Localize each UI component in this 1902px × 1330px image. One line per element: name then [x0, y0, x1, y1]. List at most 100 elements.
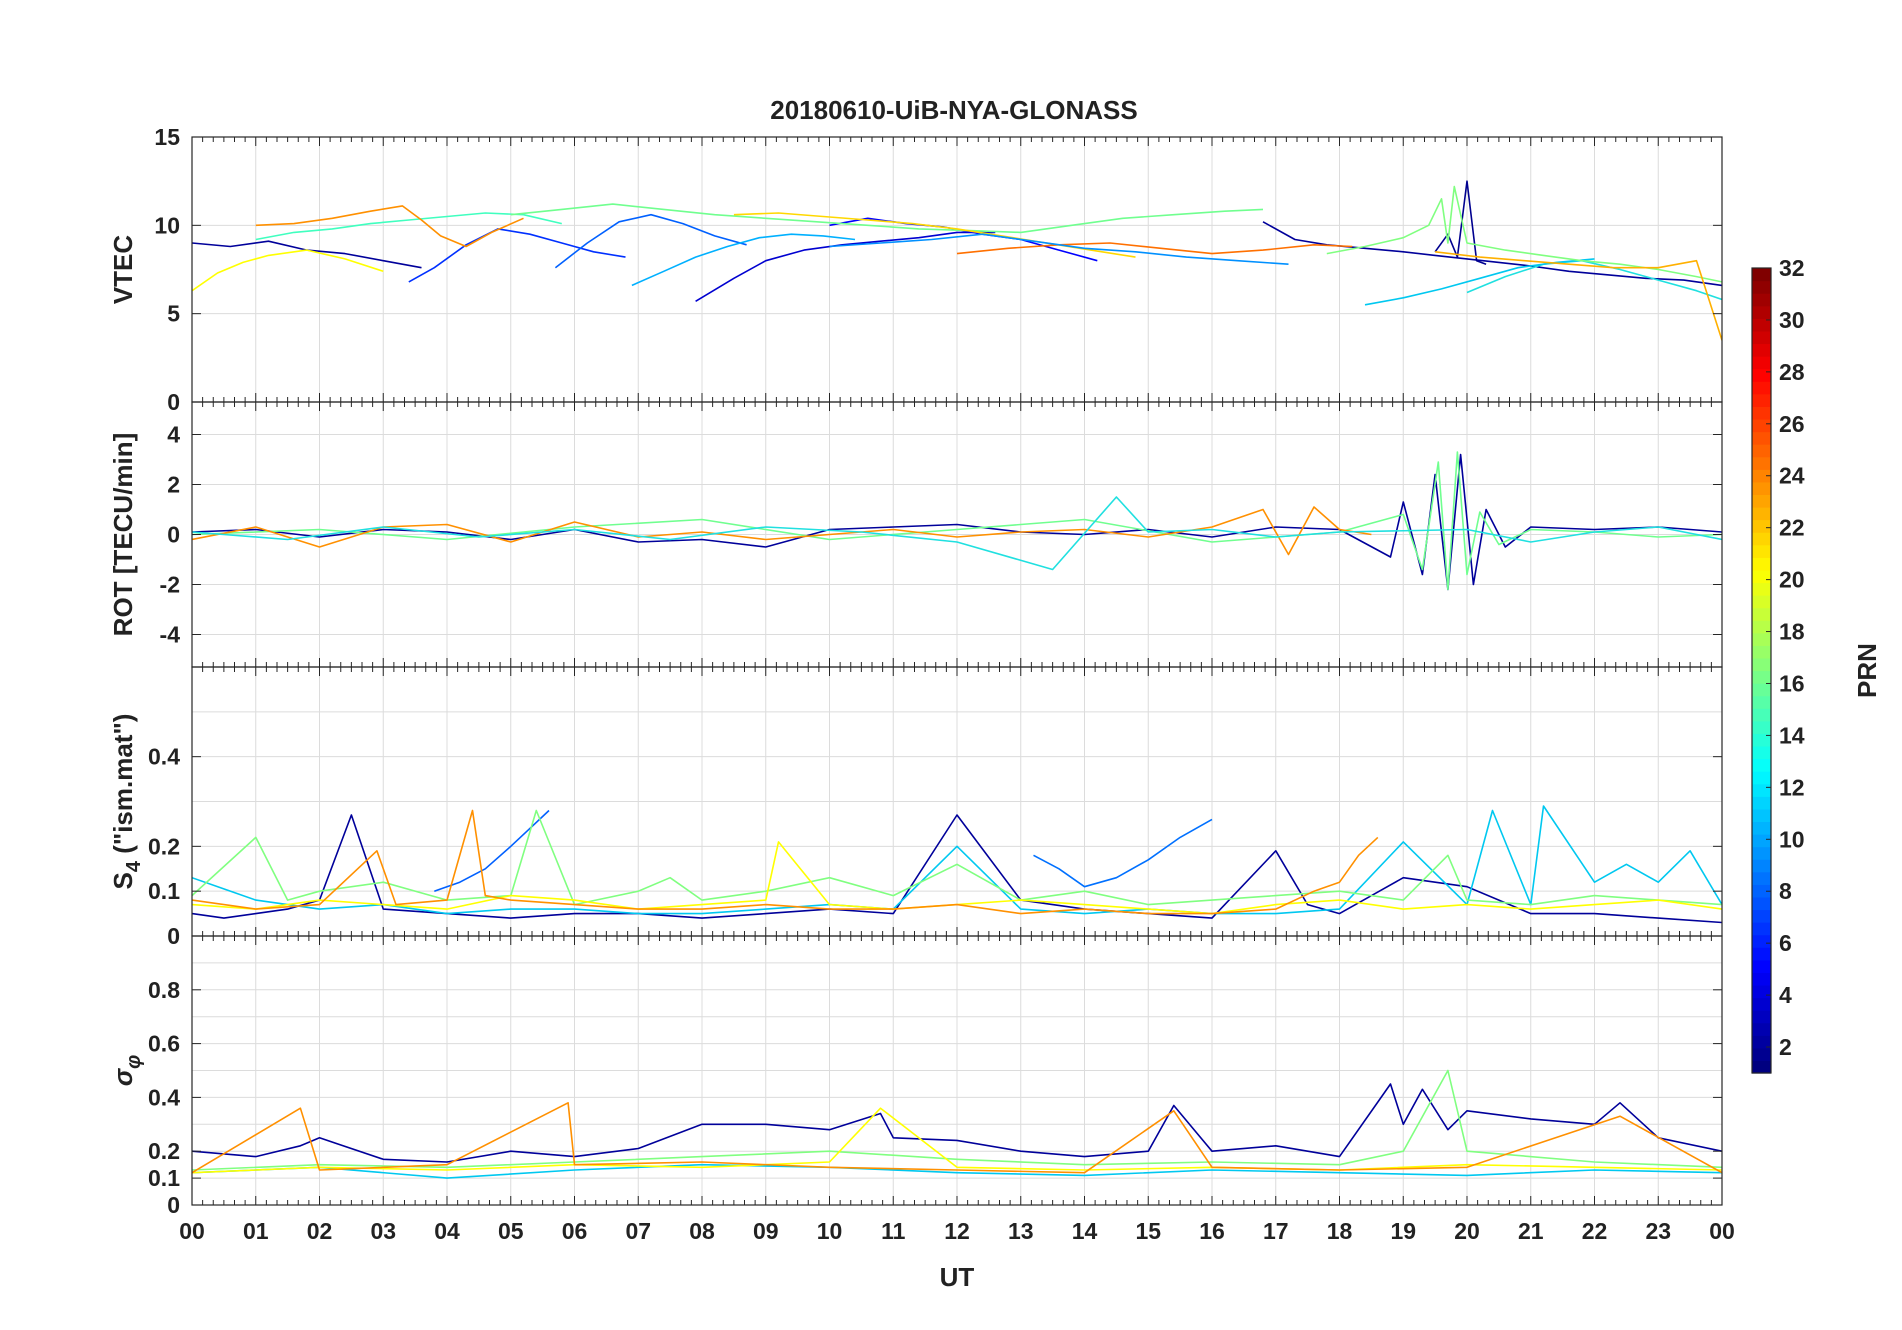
- colorbar-tick-label: 8: [1779, 878, 1792, 904]
- series-line-prn-23: [255, 205, 524, 248]
- panel-sigma_phi: 00.10.2 0.4 0.6 0.8 σφ: [108, 935, 1723, 1218]
- colorbar-segment: [1752, 557, 1771, 571]
- colorbar-segment: [1752, 997, 1771, 1011]
- panel-rot: -4 -2 0 2 4 ROT [TECU/min]: [108, 401, 1723, 668]
- colorbar-segment: [1752, 582, 1771, 596]
- x-tick-label: 06: [562, 1218, 588, 1244]
- series-line-prn-14: [255, 212, 562, 241]
- series-line-prn-12: [192, 496, 1722, 571]
- colorbar-tick-label: 12: [1779, 774, 1805, 800]
- colorbar-segment: [1752, 381, 1771, 395]
- x-tick-label: 15: [1135, 1218, 1161, 1244]
- x-tick-label: 00: [1709, 1218, 1735, 1244]
- series-line-prn-7: [434, 809, 550, 892]
- colorbar-tick-label: 28: [1779, 359, 1805, 385]
- colorbar-segment: [1752, 771, 1771, 785]
- series-line-prn-2: [192, 240, 422, 269]
- series-line-prn-2: [192, 814, 1722, 924]
- colorbar-segment: [1752, 368, 1771, 382]
- colorbar-segment: [1752, 393, 1771, 407]
- series-line-prn-12: [1466, 259, 1722, 301]
- colorbar-segment: [1752, 519, 1771, 533]
- series-line-prn-11: [192, 1163, 1722, 1179]
- y-tick-label: 0.1: [148, 878, 180, 904]
- y-tick-label: -4: [160, 622, 181, 648]
- colorbar-segment: [1752, 657, 1771, 672]
- x-tick-label: 03: [370, 1218, 396, 1244]
- colorbar-tick-label: 16: [1779, 670, 1805, 696]
- x-tick-label: 02: [307, 1218, 333, 1244]
- colorbar-segment: [1752, 683, 1771, 697]
- colorbar-segment: [1752, 356, 1771, 370]
- series-line-prn-7: [554, 213, 747, 269]
- colorbar-segment: [1752, 720, 1771, 734]
- series-line-prn-16: [192, 451, 1722, 591]
- series-line-prn-2: [192, 1083, 1722, 1163]
- x-tick-label: 19: [1390, 1218, 1416, 1244]
- colorbar-segment: [1752, 796, 1771, 810]
- colorbar-tick-label: 4: [1779, 982, 1792, 1008]
- x-tick-label: 20: [1454, 1218, 1480, 1244]
- colorbar-segment: [1752, 808, 1771, 823]
- y-tick-label: 5: [167, 301, 180, 327]
- colorbar-segment: [1752, 896, 1771, 911]
- colorbar-segment: [1752, 909, 1771, 923]
- colorbar-segment: [1752, 984, 1771, 999]
- y-tick-label: 10: [154, 212, 180, 238]
- series-line-prn-22: [1435, 251, 1722, 341]
- colorbar-segment: [1752, 444, 1771, 458]
- colorbar-segment: [1752, 758, 1771, 772]
- colorbar-segment: [1752, 947, 1771, 961]
- chart-title: 20180610-UiB-NYA-GLONASS: [770, 95, 1138, 125]
- colorbar-tick-label: 26: [1779, 411, 1805, 437]
- colorbar-segment: [1752, 569, 1771, 584]
- colorbar-segment: [1752, 494, 1771, 508]
- y-axis-label-vtec: VTEC: [108, 235, 138, 305]
- x-tick-label: 13: [1008, 1218, 1034, 1244]
- colorbar-segment: [1752, 305, 1771, 319]
- colorbar-tick-label: 10: [1779, 826, 1805, 852]
- x-tick-label: 05: [498, 1218, 524, 1244]
- colorbar-segment: [1752, 645, 1771, 659]
- x-tick-label: 07: [625, 1218, 651, 1244]
- x-tick-label: 00: [179, 1218, 205, 1244]
- colorbar-tick-label: 32: [1779, 255, 1805, 281]
- colorbar-segment: [1752, 431, 1771, 445]
- colorbar-tick-label: 30: [1779, 307, 1805, 333]
- y-tick-label: 0: [167, 923, 180, 949]
- colorbar-segment: [1752, 1022, 1771, 1036]
- series-line-prn-2: [1262, 221, 1722, 287]
- x-tick-label: 12: [944, 1218, 970, 1244]
- y-axis-label-sigma_phi: σφ: [108, 1055, 145, 1086]
- panel-s4: 0 0.1 0.2 0.4S4 ("ism.mat"): [108, 666, 1723, 949]
- colorbar-segment: [1752, 268, 1771, 282]
- x-tick-label: 01: [243, 1218, 269, 1244]
- series-line-prn-20: [192, 249, 384, 292]
- y-tick-label: 15: [154, 124, 180, 150]
- x-tick-label: 08: [689, 1218, 715, 1244]
- colorbar-segment: [1752, 343, 1771, 357]
- x-tick-label: 16: [1199, 1218, 1225, 1244]
- colorbar-segment: [1752, 418, 1771, 433]
- y-tick-label: 0: [167, 522, 180, 548]
- series-line-prn-23: [192, 809, 1379, 915]
- series-line-prn-11: [192, 805, 1722, 915]
- colorbar-segment: [1752, 469, 1771, 483]
- y-tick-label: 0.1: [148, 1165, 180, 1191]
- y-tick-label: 0.8: [148, 977, 180, 1003]
- series-line-prn-5: [408, 228, 626, 283]
- x-tick-label: 18: [1327, 1218, 1353, 1244]
- x-tick-label: 22: [1582, 1218, 1608, 1244]
- colorbar-segment: [1752, 859, 1771, 873]
- y-tick-label: 0.2: [148, 833, 180, 859]
- colorbar-segment: [1752, 506, 1771, 521]
- y-tick-label: 0: [167, 389, 180, 415]
- colorbar-tick-label: 22: [1779, 515, 1805, 541]
- colorbar-segment: [1752, 318, 1771, 332]
- x-tick-label: 17: [1263, 1218, 1289, 1244]
- y-tick-label: 2: [167, 472, 180, 498]
- y-tick-label: 0.4: [148, 744, 180, 770]
